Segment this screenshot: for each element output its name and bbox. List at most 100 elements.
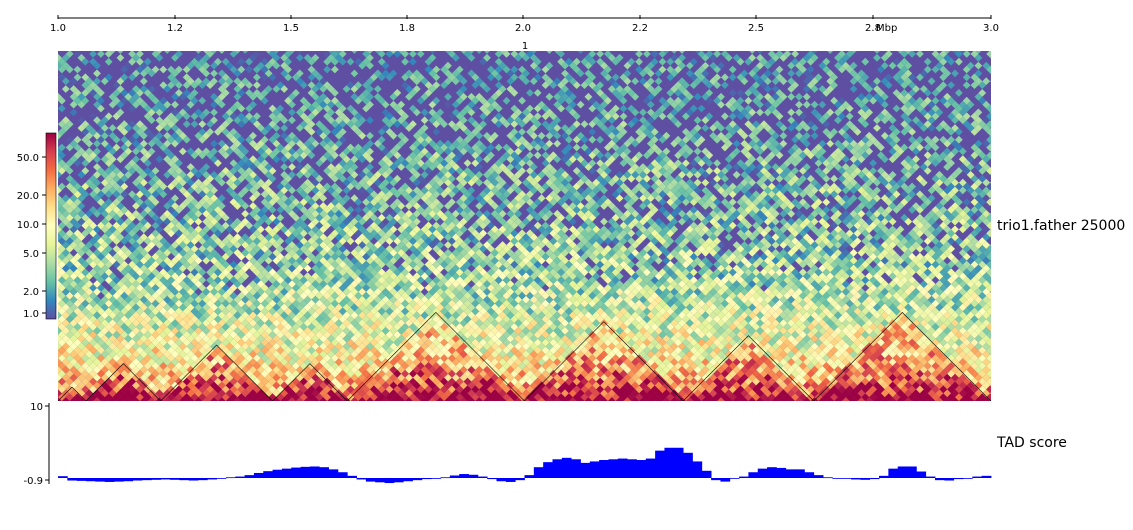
heatmap-cell xyxy=(880,397,889,401)
heatmap-cell xyxy=(245,346,253,355)
heatmap-cell xyxy=(822,307,831,316)
heatmap-cell xyxy=(253,315,261,323)
heatmap-cell xyxy=(120,346,129,355)
heatmap-cell xyxy=(155,326,164,335)
heatmap-cell xyxy=(448,330,456,339)
heatmap-cell xyxy=(311,350,320,359)
heatmap-cell xyxy=(880,319,889,327)
heatmap-cell xyxy=(151,354,160,362)
heatmap-cell xyxy=(412,326,421,335)
heatmap-cell xyxy=(810,319,819,327)
heatmap-cell xyxy=(292,346,300,355)
heatmap-cell xyxy=(436,334,445,343)
heatmap-cell xyxy=(709,334,718,343)
heatmap-cell xyxy=(389,303,398,312)
heatmap-cell xyxy=(362,346,370,355)
heatmap-cell xyxy=(713,307,721,316)
heatmap-cell xyxy=(171,365,179,374)
heatmap-cell xyxy=(315,385,324,394)
heatmap-cell xyxy=(760,354,768,362)
heatmap-cell xyxy=(553,365,562,374)
heatmap-cell xyxy=(565,315,573,323)
heatmap-cell xyxy=(526,393,534,401)
heatmap-cell xyxy=(994,292,1002,300)
heatmap-cell xyxy=(592,358,601,366)
heatmap-cell xyxy=(136,346,144,355)
heatmap-cell xyxy=(206,338,214,347)
heatmap-cell xyxy=(927,397,936,401)
heatmap-cell xyxy=(514,319,523,327)
heatmap-cell xyxy=(740,397,749,401)
heatmap-cell xyxy=(752,377,760,386)
heatmap-cell xyxy=(580,323,589,331)
heatmap-cell xyxy=(935,334,944,343)
heatmap-cell xyxy=(557,354,565,362)
heatmap-cell xyxy=(186,365,195,374)
heatmap-cell xyxy=(397,303,406,312)
heatmap-cell xyxy=(97,377,105,386)
heatmap-cell xyxy=(89,362,97,370)
heatmap-cell xyxy=(537,334,546,343)
heatmap-cell xyxy=(986,315,991,323)
heatmap-cell xyxy=(483,389,491,398)
heatmap-cell xyxy=(526,377,534,386)
heatmap-cell xyxy=(327,389,335,398)
heatmap-cell xyxy=(416,362,425,370)
heatmap-cell xyxy=(338,346,347,355)
heatmap-cell xyxy=(467,342,476,351)
heatmap-cell xyxy=(420,342,429,351)
heatmap-cell xyxy=(799,315,807,323)
heatmap-cell xyxy=(233,397,242,401)
heatmap-cell xyxy=(943,365,952,374)
heatmap-cell xyxy=(225,397,234,401)
heatmap-cell xyxy=(849,381,858,390)
heatmap-cell xyxy=(522,373,530,382)
heatmap-cell xyxy=(728,354,737,362)
heatmap-cell xyxy=(69,389,78,398)
heatmap-cell xyxy=(646,326,655,335)
heatmap-cell xyxy=(982,326,991,335)
heatmap-cell xyxy=(674,346,682,355)
heatmap-cell xyxy=(69,365,78,374)
heatmap-cell xyxy=(159,338,168,347)
heatmap-cell xyxy=(440,354,448,362)
heatmap-cell xyxy=(409,330,417,339)
heatmap-cell xyxy=(986,377,991,386)
heatmap-cell xyxy=(331,307,339,316)
heatmap-cell xyxy=(389,397,398,401)
heatmap-cell xyxy=(463,330,472,339)
heatmap-cell xyxy=(912,342,920,351)
heatmap-cell xyxy=(685,303,694,312)
heatmap-cell xyxy=(405,389,413,398)
heatmap-cell xyxy=(73,315,82,323)
heatmap-cell xyxy=(299,346,308,355)
heatmap-cell xyxy=(139,342,148,351)
heatmap-cell xyxy=(292,354,300,362)
heatmap-cell xyxy=(838,307,846,316)
heatmap-cell xyxy=(479,354,487,362)
heatmap-cell xyxy=(143,385,152,394)
heatmap-cell xyxy=(58,315,66,323)
heatmap-cell xyxy=(303,326,312,335)
heatmap-cell xyxy=(61,342,70,351)
heatmap-cell xyxy=(292,362,300,370)
heatmap-cell xyxy=(436,342,445,351)
heatmap-cell xyxy=(381,311,390,320)
heatmap-cell xyxy=(514,358,523,366)
heatmap-cell xyxy=(853,393,862,401)
heatmap-cell xyxy=(448,369,456,378)
heatmap-cell xyxy=(919,358,928,366)
heatmap-cell xyxy=(958,365,967,374)
heatmap-cell xyxy=(904,319,913,327)
heatmap-cell xyxy=(147,319,156,327)
heatmap-cell xyxy=(584,358,593,366)
heatmap-cell xyxy=(518,323,526,331)
heatmap-cell xyxy=(740,358,749,366)
heatmap-cell xyxy=(830,354,838,362)
heatmap-cell xyxy=(763,358,772,366)
heatmap-cell xyxy=(522,397,530,401)
heatmap-cell xyxy=(202,381,211,390)
heatmap-cell xyxy=(771,319,780,327)
heatmap-cell xyxy=(736,323,745,331)
heatmap-cell xyxy=(923,346,932,355)
